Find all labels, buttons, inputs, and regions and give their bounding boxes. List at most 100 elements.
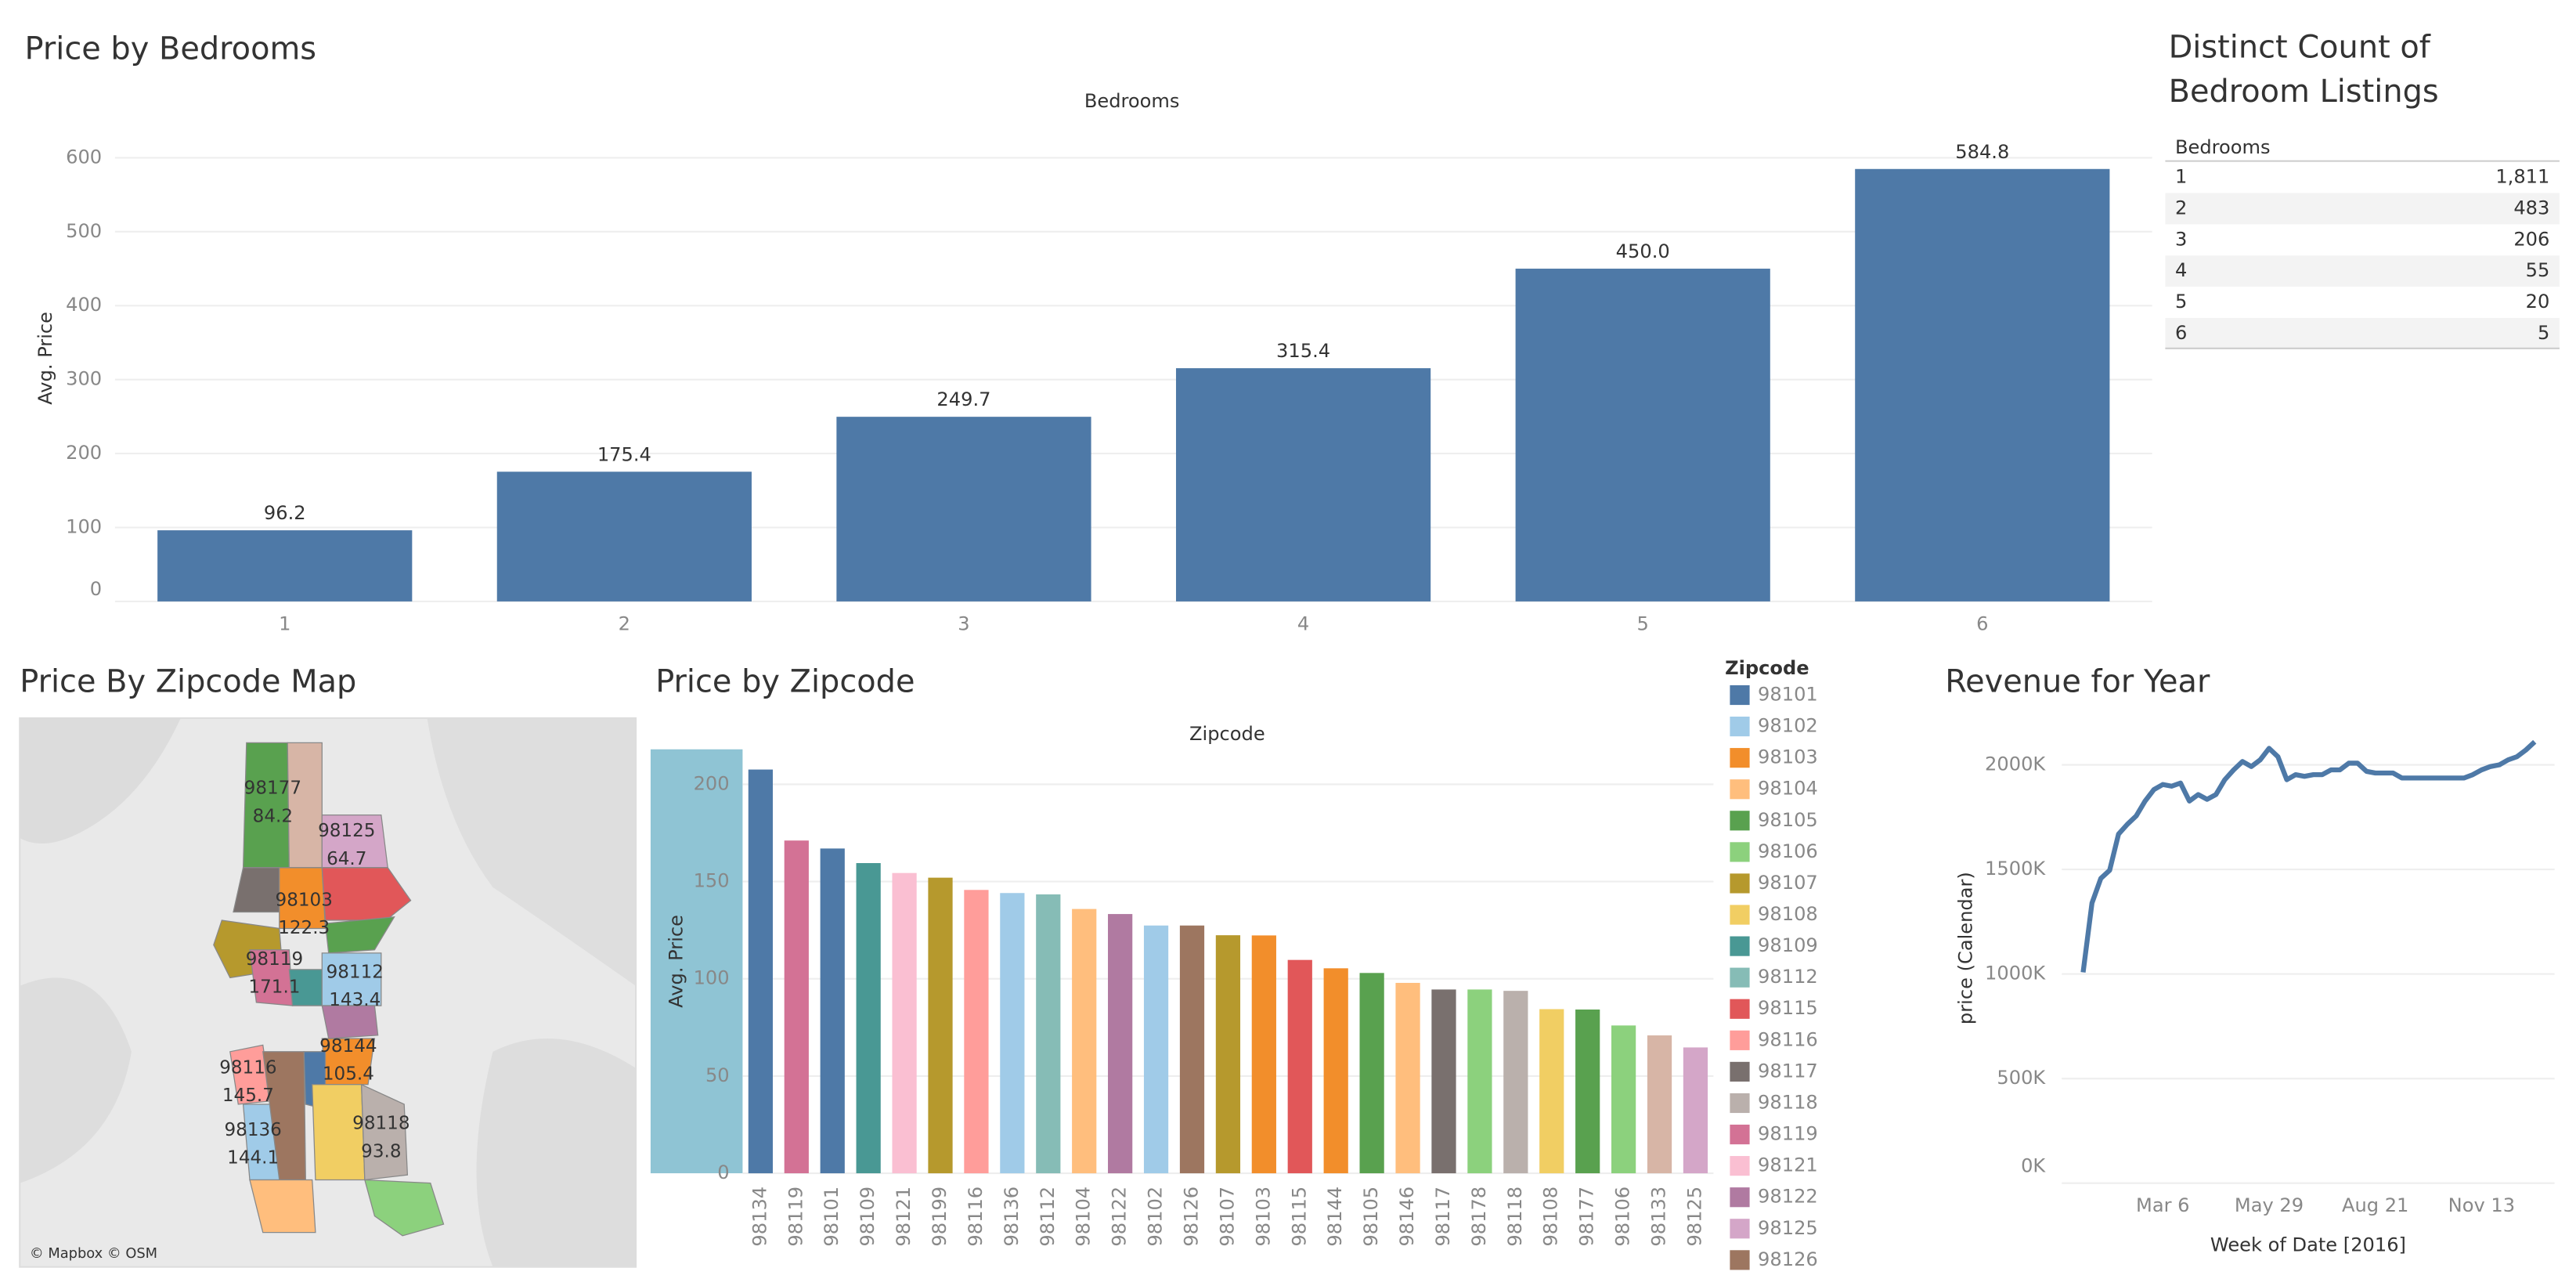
x-tick-label: 98178: [1468, 1187, 1490, 1247]
bar: [1323, 968, 1348, 1174]
y-axis-label: price (Calendar): [1955, 872, 1977, 1024]
zip-regions: [213, 742, 445, 1237]
table-cell: 5: [2538, 322, 2549, 344]
x-tick-label: 98108: [1540, 1187, 1562, 1247]
legend-label: 98104: [1758, 778, 1818, 800]
map-zip-label: 98116: [219, 1057, 276, 1078]
bar: [496, 471, 752, 601]
x-tick-label: 98177: [1576, 1187, 1598, 1247]
x-tick-label: 98125: [1683, 1187, 1705, 1247]
map-price-label: 84.2: [253, 806, 293, 826]
legend-swatch: [1730, 1219, 1750, 1239]
table-cell: 1,811: [2495, 166, 2549, 188]
map-zip-label: 98119: [246, 949, 303, 970]
legend-label: 98103: [1758, 746, 1818, 768]
map-zip-label: 98118: [352, 1114, 409, 1134]
y-tick-label: 1000K: [1985, 963, 2046, 984]
bar: [1515, 269, 1770, 601]
map-title: Price By Zipcode Map: [20, 663, 356, 699]
legend-label: 98122: [1758, 1186, 1818, 1208]
x-tick-label: 98146: [1396, 1187, 1418, 1247]
legend-label: 98118: [1758, 1091, 1818, 1113]
bar: [1431, 989, 1456, 1174]
zip-region: [249, 1179, 316, 1234]
data-label: 315.4: [1276, 340, 1330, 362]
map-zip-label: 98144: [319, 1036, 377, 1057]
bar: [1175, 368, 1431, 601]
x-tick-label: 4: [1297, 612, 1309, 634]
bar: [1072, 909, 1097, 1174]
bar: [1647, 1035, 1672, 1174]
map-land: [20, 717, 181, 844]
bar: [928, 877, 953, 1174]
map-zip-label: 98103: [276, 890, 333, 910]
table-cell: 5: [2175, 291, 2187, 312]
legend-swatch: [1730, 685, 1750, 706]
y-tick-label: 500: [66, 220, 102, 242]
map-price-label: 93.8: [361, 1141, 401, 1161]
x-axis-label: Week of Date [2016]: [2210, 1234, 2406, 1255]
x-tick-label: 6: [1976, 612, 1988, 634]
zip-region: [364, 1179, 445, 1237]
y-axis-label: Avg. Price: [665, 915, 687, 1008]
bar: [1215, 935, 1241, 1174]
legend-swatch: [1730, 1061, 1750, 1082]
bar: [1539, 1009, 1564, 1174]
x-tick-label: 98109: [857, 1187, 879, 1247]
bar: [1108, 914, 1133, 1174]
legend-label: 98121: [1758, 1154, 1818, 1176]
table-cell: 6: [2175, 322, 2187, 344]
y-tick-label: 500K: [1997, 1067, 2046, 1089]
table-cell: 3: [2175, 228, 2187, 250]
legend-swatch: [1730, 1156, 1750, 1176]
map-attribution: © Mapbox © OSM: [30, 1245, 157, 1262]
x-tick-label: 98102: [1145, 1187, 1167, 1247]
legend-swatch: [1730, 1187, 1750, 1208]
x-tick-label: Aug 21: [2342, 1194, 2408, 1216]
bar: [1251, 935, 1276, 1174]
legend-swatch: [1730, 1124, 1750, 1145]
y-tick-label: 1500K: [1985, 858, 2046, 880]
y-tick-label: 300: [66, 368, 102, 390]
map-land: [20, 977, 132, 1183]
table-row-bg: [2165, 317, 2560, 349]
map-price-label: 64.7: [327, 849, 366, 869]
legend-label: 98116: [1758, 1028, 1818, 1050]
table-cell: 4: [2175, 259, 2187, 281]
bar: [964, 890, 989, 1174]
table-cell: 483: [2513, 197, 2549, 219]
y-tick-label: 400: [66, 294, 102, 316]
table-row-bg: [2165, 255, 2560, 287]
map: [19, 717, 637, 1268]
x-tick-label: 2: [619, 612, 630, 634]
bar: [836, 417, 1091, 601]
legend-swatch: [1730, 842, 1750, 862]
bar: [1503, 991, 1528, 1174]
x-tick-label: 98105: [1360, 1187, 1382, 1247]
map-zip-label: 98177: [244, 778, 301, 799]
legend-swatch: [1730, 748, 1750, 768]
data-label: 96.2: [264, 502, 306, 524]
y-tick-label: 2000K: [1985, 753, 2046, 775]
x-tick-label: 1: [279, 612, 290, 634]
legend-swatch: [1730, 1250, 1750, 1270]
column-header: Bedrooms: [1084, 90, 1180, 112]
legend-swatch: [1730, 873, 1750, 894]
legend-title: Zipcode: [1725, 657, 1809, 679]
bar: [1179, 925, 1205, 1174]
x-tick-label: 98112: [1037, 1187, 1059, 1247]
legend-label: 98126: [1758, 1248, 1818, 1270]
legend-label: 98108: [1758, 903, 1818, 925]
legend-swatch: [1730, 967, 1750, 988]
x-tick-label: 98133: [1648, 1187, 1670, 1247]
map-price-label: 145.7: [222, 1086, 274, 1106]
y-tick-label: 100: [66, 516, 102, 538]
x-tick-label: 98103: [1252, 1187, 1274, 1247]
data-label: 584.8: [1955, 141, 2009, 163]
bar: [1287, 959, 1312, 1174]
legend-label: 98106: [1758, 840, 1818, 862]
map-price-label: 122.3: [278, 918, 330, 938]
data-label: 450.0: [1616, 240, 1670, 262]
